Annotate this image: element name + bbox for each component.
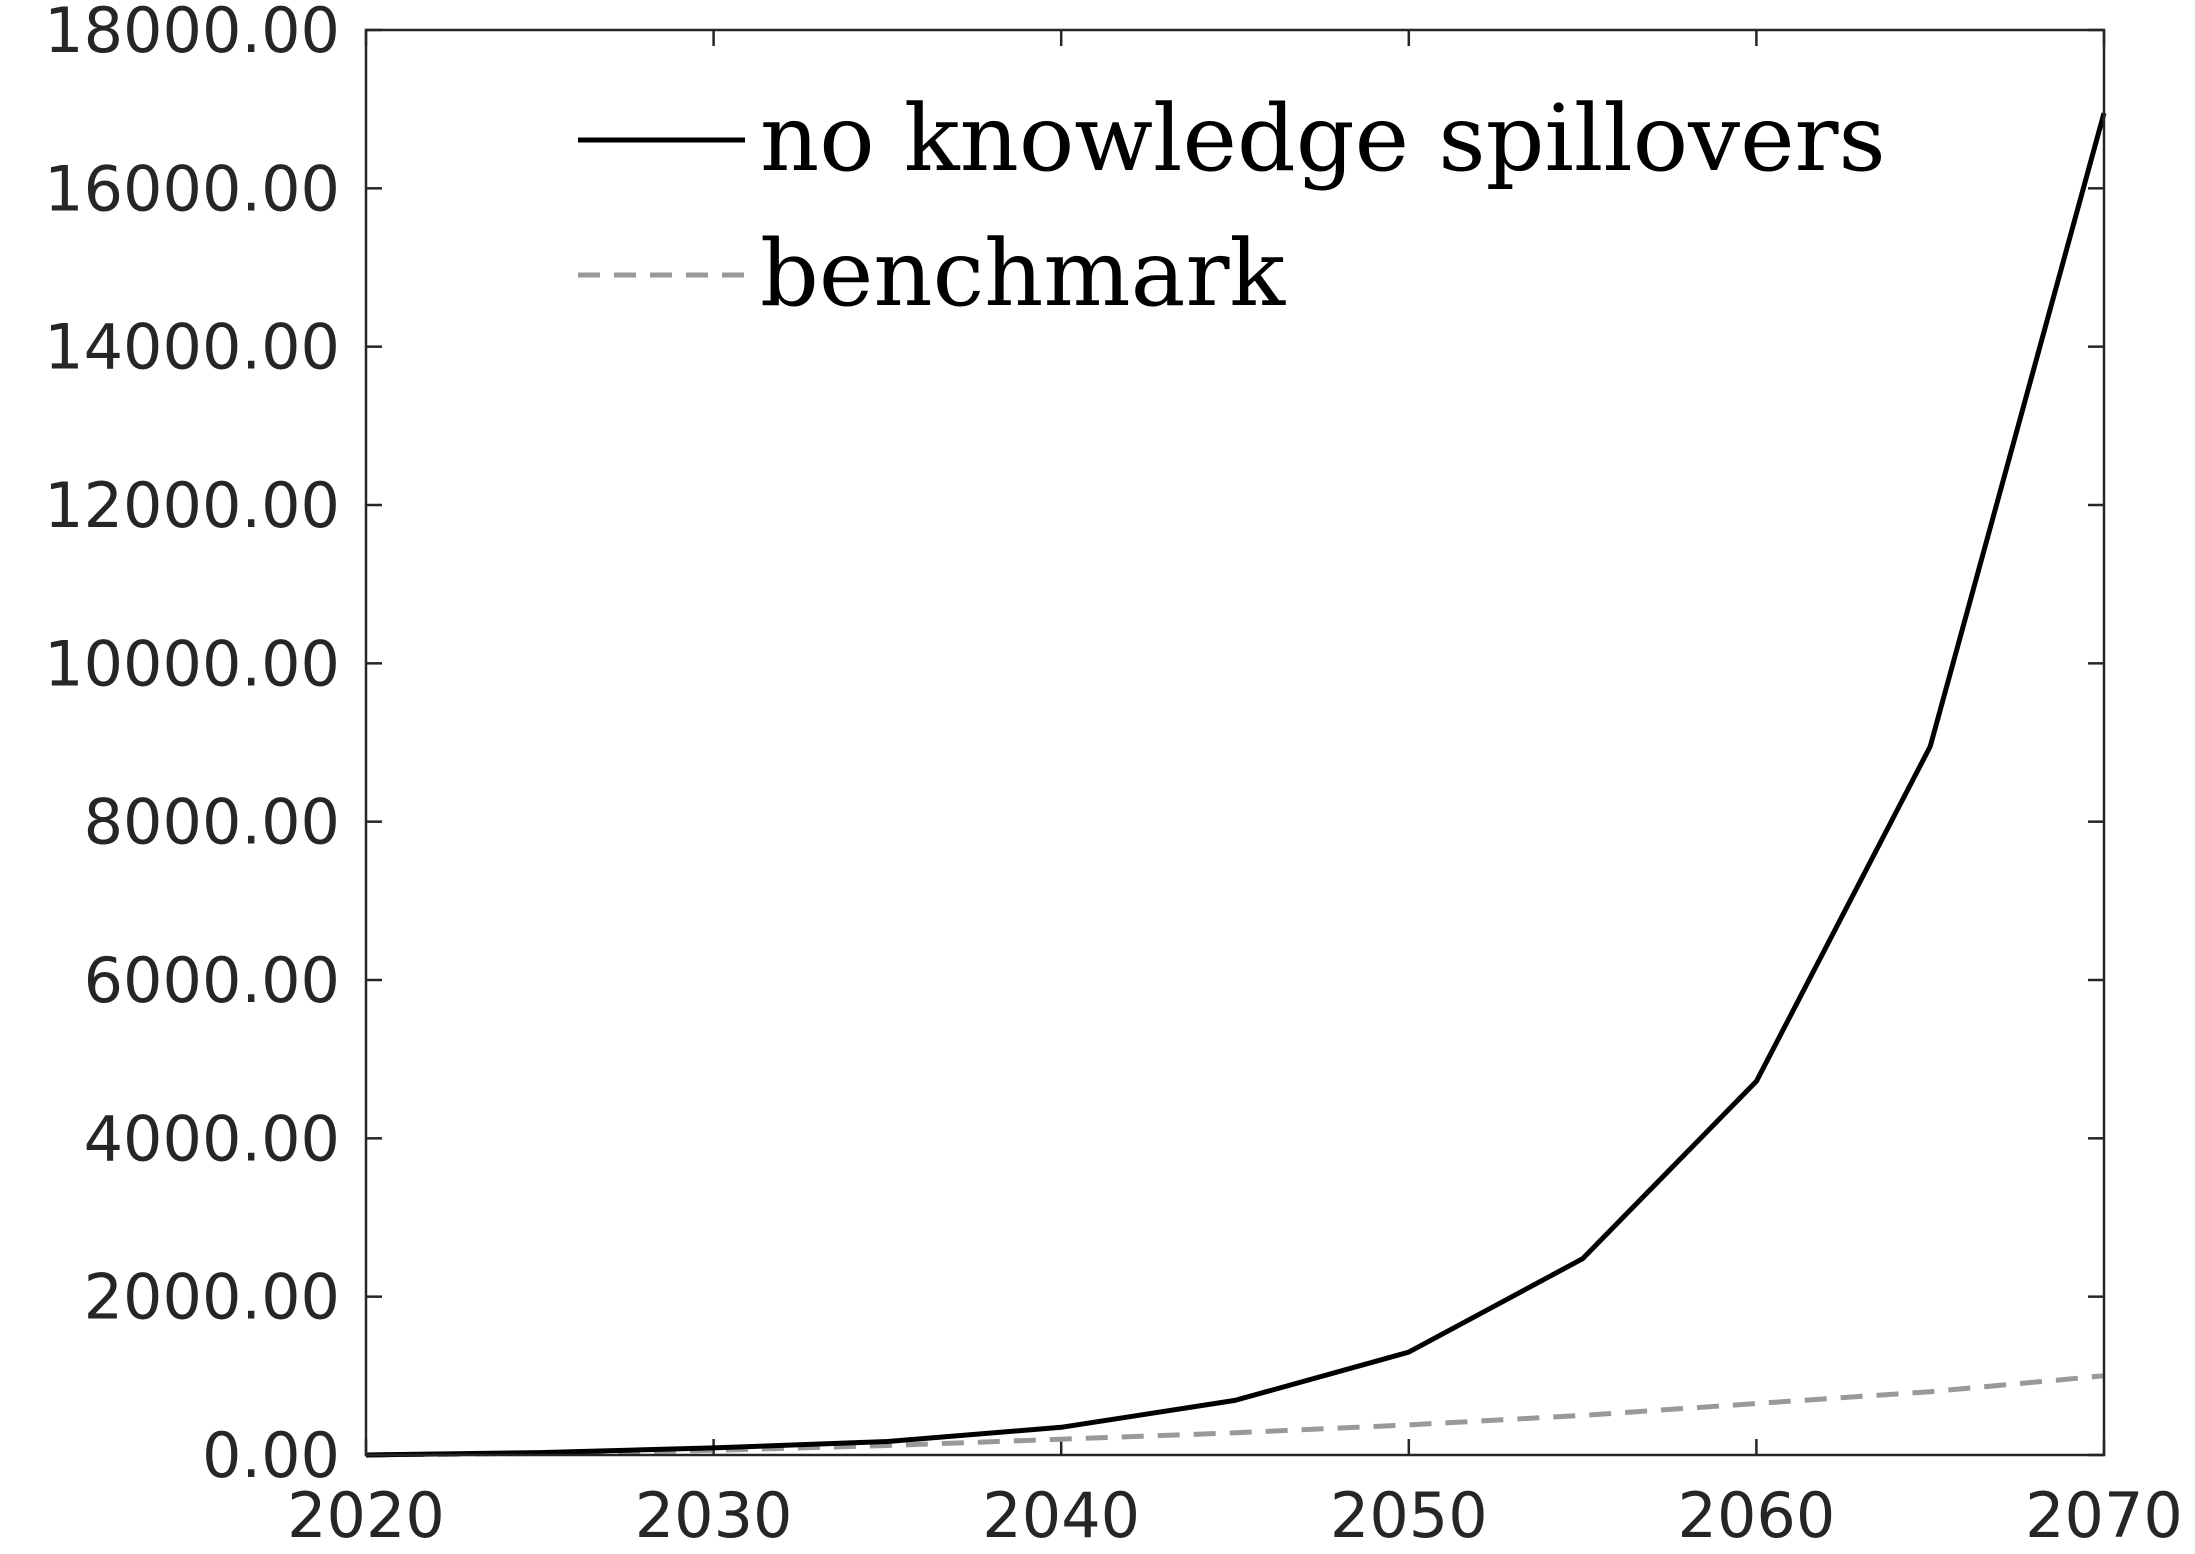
x-tick-label: 2040 — [982, 1479, 1140, 1552]
x-tick-label: 2030 — [635, 1479, 793, 1552]
y-tick-label: 0.00 — [202, 1419, 340, 1492]
series-line-1 — [365, 1373, 2105, 1458]
legend-label-0: no knowledge spillovers — [760, 85, 1886, 192]
y-axis-ticks: 0.00 2000.00 4000.00 6000.00 8000.00 10000.00… — [44, 0, 2104, 1492]
legend: no knowledge spillovers benchmark — [578, 85, 1886, 327]
plot-frame — [364, 28, 2106, 1457]
y-tick-label: 6000.00 — [84, 944, 340, 1017]
series-lines — [365, 112, 2107, 1458]
y-tick-label: 10000.00 — [44, 627, 340, 700]
y-tick-label: 14000.00 — [44, 311, 340, 384]
x-tick-label: 2060 — [1678, 1479, 1836, 1552]
y-tick-label: 18000.00 — [44, 0, 340, 67]
x-tick-label: 2050 — [1330, 1479, 1488, 1552]
y-tick-label: 8000.00 — [84, 786, 340, 859]
y-tick-label: 16000.00 — [44, 152, 340, 225]
legend-label-1: benchmark — [760, 220, 1286, 327]
series-line-0 — [365, 112, 2107, 1458]
x-axis-ticks: 2020 2030 2040 2050 2060 2070 — [287, 30, 2183, 1552]
y-tick-label: 4000.00 — [84, 1102, 340, 1175]
y-tick-label: 12000.00 — [44, 469, 340, 542]
x-tick-label: 2020 — [287, 1479, 445, 1552]
y-tick-label: 2000.00 — [84, 1261, 340, 1334]
x-tick-label: 2070 — [2025, 1479, 2183, 1552]
